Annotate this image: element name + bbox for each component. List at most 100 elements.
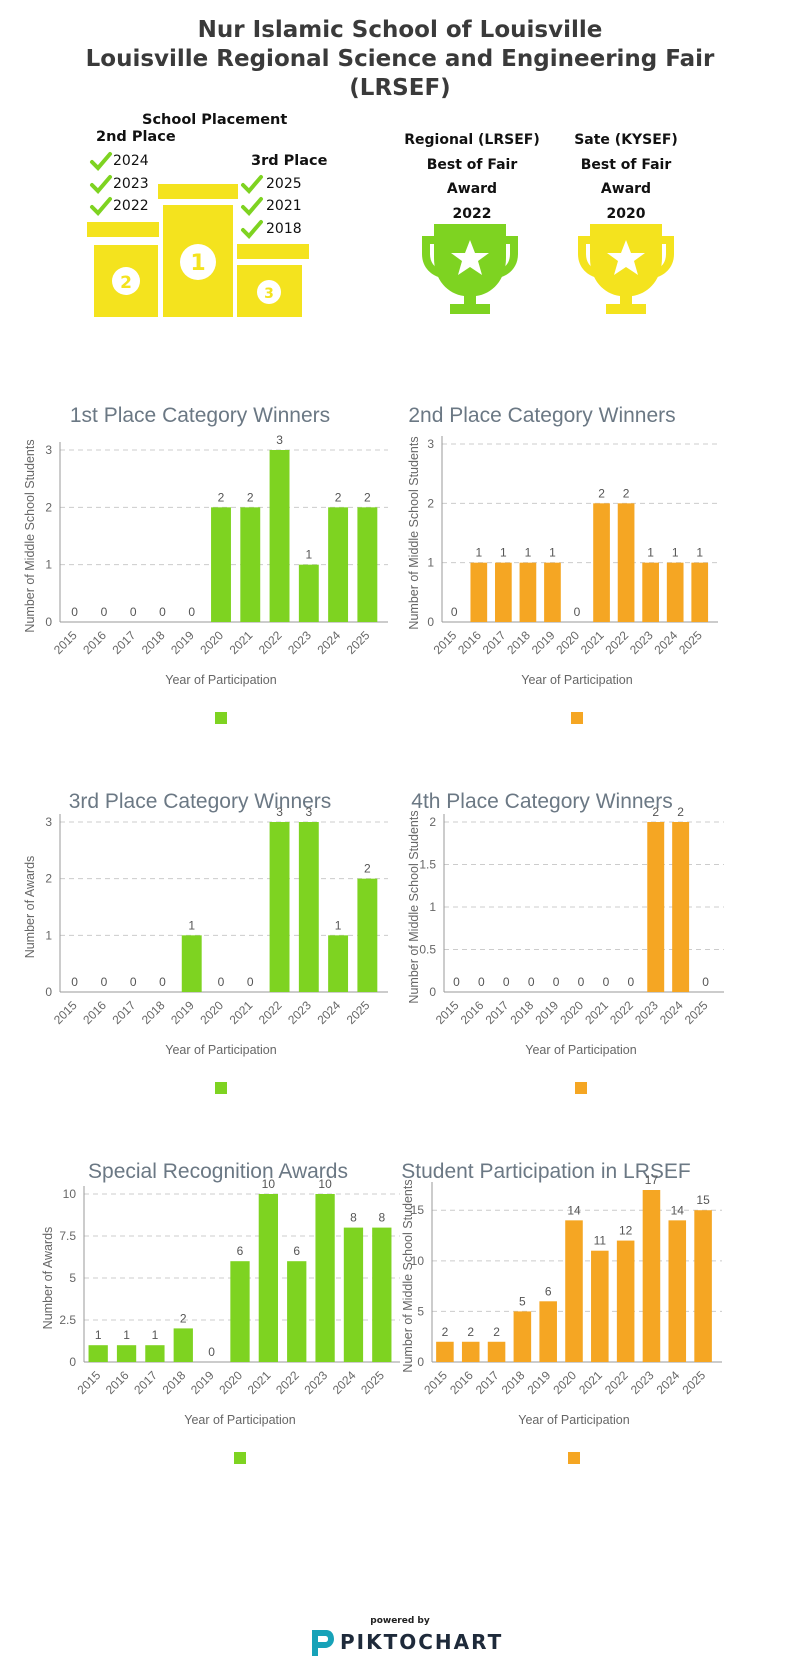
legend-swatch: [575, 1082, 587, 1094]
y-tick-label: 2: [427, 496, 434, 510]
y-tick-label: 0: [417, 1355, 424, 1369]
data-label: 0: [574, 605, 581, 619]
bar: [357, 878, 378, 992]
bar: [691, 562, 709, 622]
bar: [372, 1227, 392, 1362]
data-label: 0: [218, 975, 225, 989]
x-tick-label: 2019: [168, 998, 197, 1027]
bar: [230, 1261, 250, 1362]
data-label: 1: [95, 1328, 102, 1342]
data-label: 0: [159, 975, 166, 989]
data-label: 17: [645, 1173, 659, 1187]
bar: [328, 935, 349, 992]
chart-title: 3rd Place Category Winners: [69, 790, 332, 813]
data-label: 0: [578, 975, 585, 989]
y-tick-label: 0.5: [419, 943, 436, 957]
trophy-icon: [578, 224, 674, 314]
data-label: 0: [247, 975, 254, 989]
bar: [269, 822, 290, 992]
data-label: 2: [180, 1311, 187, 1325]
bar: [470, 562, 488, 622]
third-place-year: 2018: [266, 221, 302, 237]
bar: [461, 1341, 480, 1362]
data-label: 0: [71, 605, 78, 619]
chart-title: 2nd Place Category Winners: [408, 404, 675, 427]
legend-swatch: [215, 1082, 227, 1094]
data-label: 1: [696, 546, 703, 560]
data-label: 10: [318, 1177, 332, 1191]
x-tick-label: 2018: [499, 1368, 528, 1397]
y-tick-label: 3: [45, 815, 52, 829]
chart-title: Student Participation in LRSEF: [401, 1160, 691, 1183]
x-tick-label: 2015: [431, 628, 460, 657]
check-icon: [241, 197, 263, 216]
y-axis-title: Number of Awards: [41, 1227, 55, 1330]
x-tick-label: 2019: [532, 998, 561, 1027]
x-tick-label: 2021: [582, 998, 611, 1027]
bar: [436, 1341, 454, 1362]
data-label: 1: [525, 546, 532, 560]
data-label: 0: [101, 605, 108, 619]
x-tick-label: 2019: [168, 628, 197, 657]
x-tick-label: 2016: [80, 998, 109, 1027]
x-axis-title: Year of Participation: [521, 673, 632, 687]
data-label: 11: [594, 1234, 607, 1248]
data-label: 0: [130, 975, 137, 989]
x-tick-label: 2023: [301, 1368, 330, 1397]
check-icon: [90, 175, 112, 194]
data-label: 15: [696, 1193, 710, 1207]
y-tick-label: 1: [45, 558, 52, 572]
x-tick-label: 2016: [80, 628, 109, 657]
x-tick-label: 2022: [602, 1368, 631, 1397]
data-label: 6: [545, 1284, 552, 1298]
data-label: 2: [623, 486, 630, 500]
y-tick-label: 0: [69, 1355, 76, 1369]
x-tick-label: 2022: [607, 998, 636, 1027]
data-label: 2: [493, 1325, 500, 1339]
y-tick-label: 2: [45, 500, 52, 514]
x-tick-label: 2020: [197, 628, 226, 657]
x-tick-label: 2016: [447, 1368, 476, 1397]
x-tick-label: 2017: [473, 1368, 502, 1397]
page-title: Nur Islamic School of Louisville Louisvi…: [0, 16, 800, 103]
bar: [487, 1341, 506, 1362]
y-axis-title: Number of Awards: [23, 856, 37, 959]
award-line: Regional (LRSEF): [404, 132, 540, 148]
data-label: 0: [101, 975, 108, 989]
x-tick-label: 2015: [75, 1368, 104, 1397]
x-tick-label: 2024: [330, 1368, 359, 1397]
data-label: 2: [247, 490, 254, 504]
regional-award-text: Regional (LRSEF) Best of Fair Award 2022: [397, 128, 547, 226]
award-year: 2022: [452, 205, 492, 222]
data-label: 10: [262, 1177, 276, 1191]
bar: [269, 450, 290, 622]
bar: [593, 503, 610, 622]
y-tick-label: 2.5: [59, 1313, 76, 1327]
x-tick-label: 2017: [480, 628, 509, 657]
data-label: 1: [152, 1328, 159, 1342]
bar: [145, 1345, 165, 1362]
y-tick-label: 2: [429, 815, 436, 829]
x-tick-label: 2024: [654, 1368, 683, 1397]
check-icon: [241, 220, 263, 239]
data-label: 14: [567, 1203, 581, 1217]
data-label: 14: [671, 1203, 685, 1217]
data-label: 0: [159, 605, 166, 619]
x-tick-label: 2017: [110, 628, 139, 657]
award-line: Best of Fair: [426, 156, 518, 173]
bar: [116, 1345, 137, 1362]
bar: [495, 562, 512, 622]
chart-student-participation: Student Participation in LRSEF 0 5 10 15 2 201…: [401, 1160, 722, 1464]
data-label: 0: [188, 605, 195, 619]
x-axis-title: Year of Participation: [165, 673, 276, 687]
x-tick-label: 2022: [256, 998, 285, 1027]
data-label: 2: [467, 1325, 474, 1339]
data-label: 1: [549, 546, 556, 560]
x-tick-label: 2025: [358, 1368, 387, 1397]
y-tick-label: 0: [45, 985, 52, 999]
x-tick-label: 2021: [578, 628, 607, 657]
data-label: 0: [453, 975, 460, 989]
trophy-icon: [422, 224, 518, 314]
y-axis-title: Number of Middle School Students: [401, 1179, 415, 1372]
x-tick-label: 2024: [652, 628, 681, 657]
